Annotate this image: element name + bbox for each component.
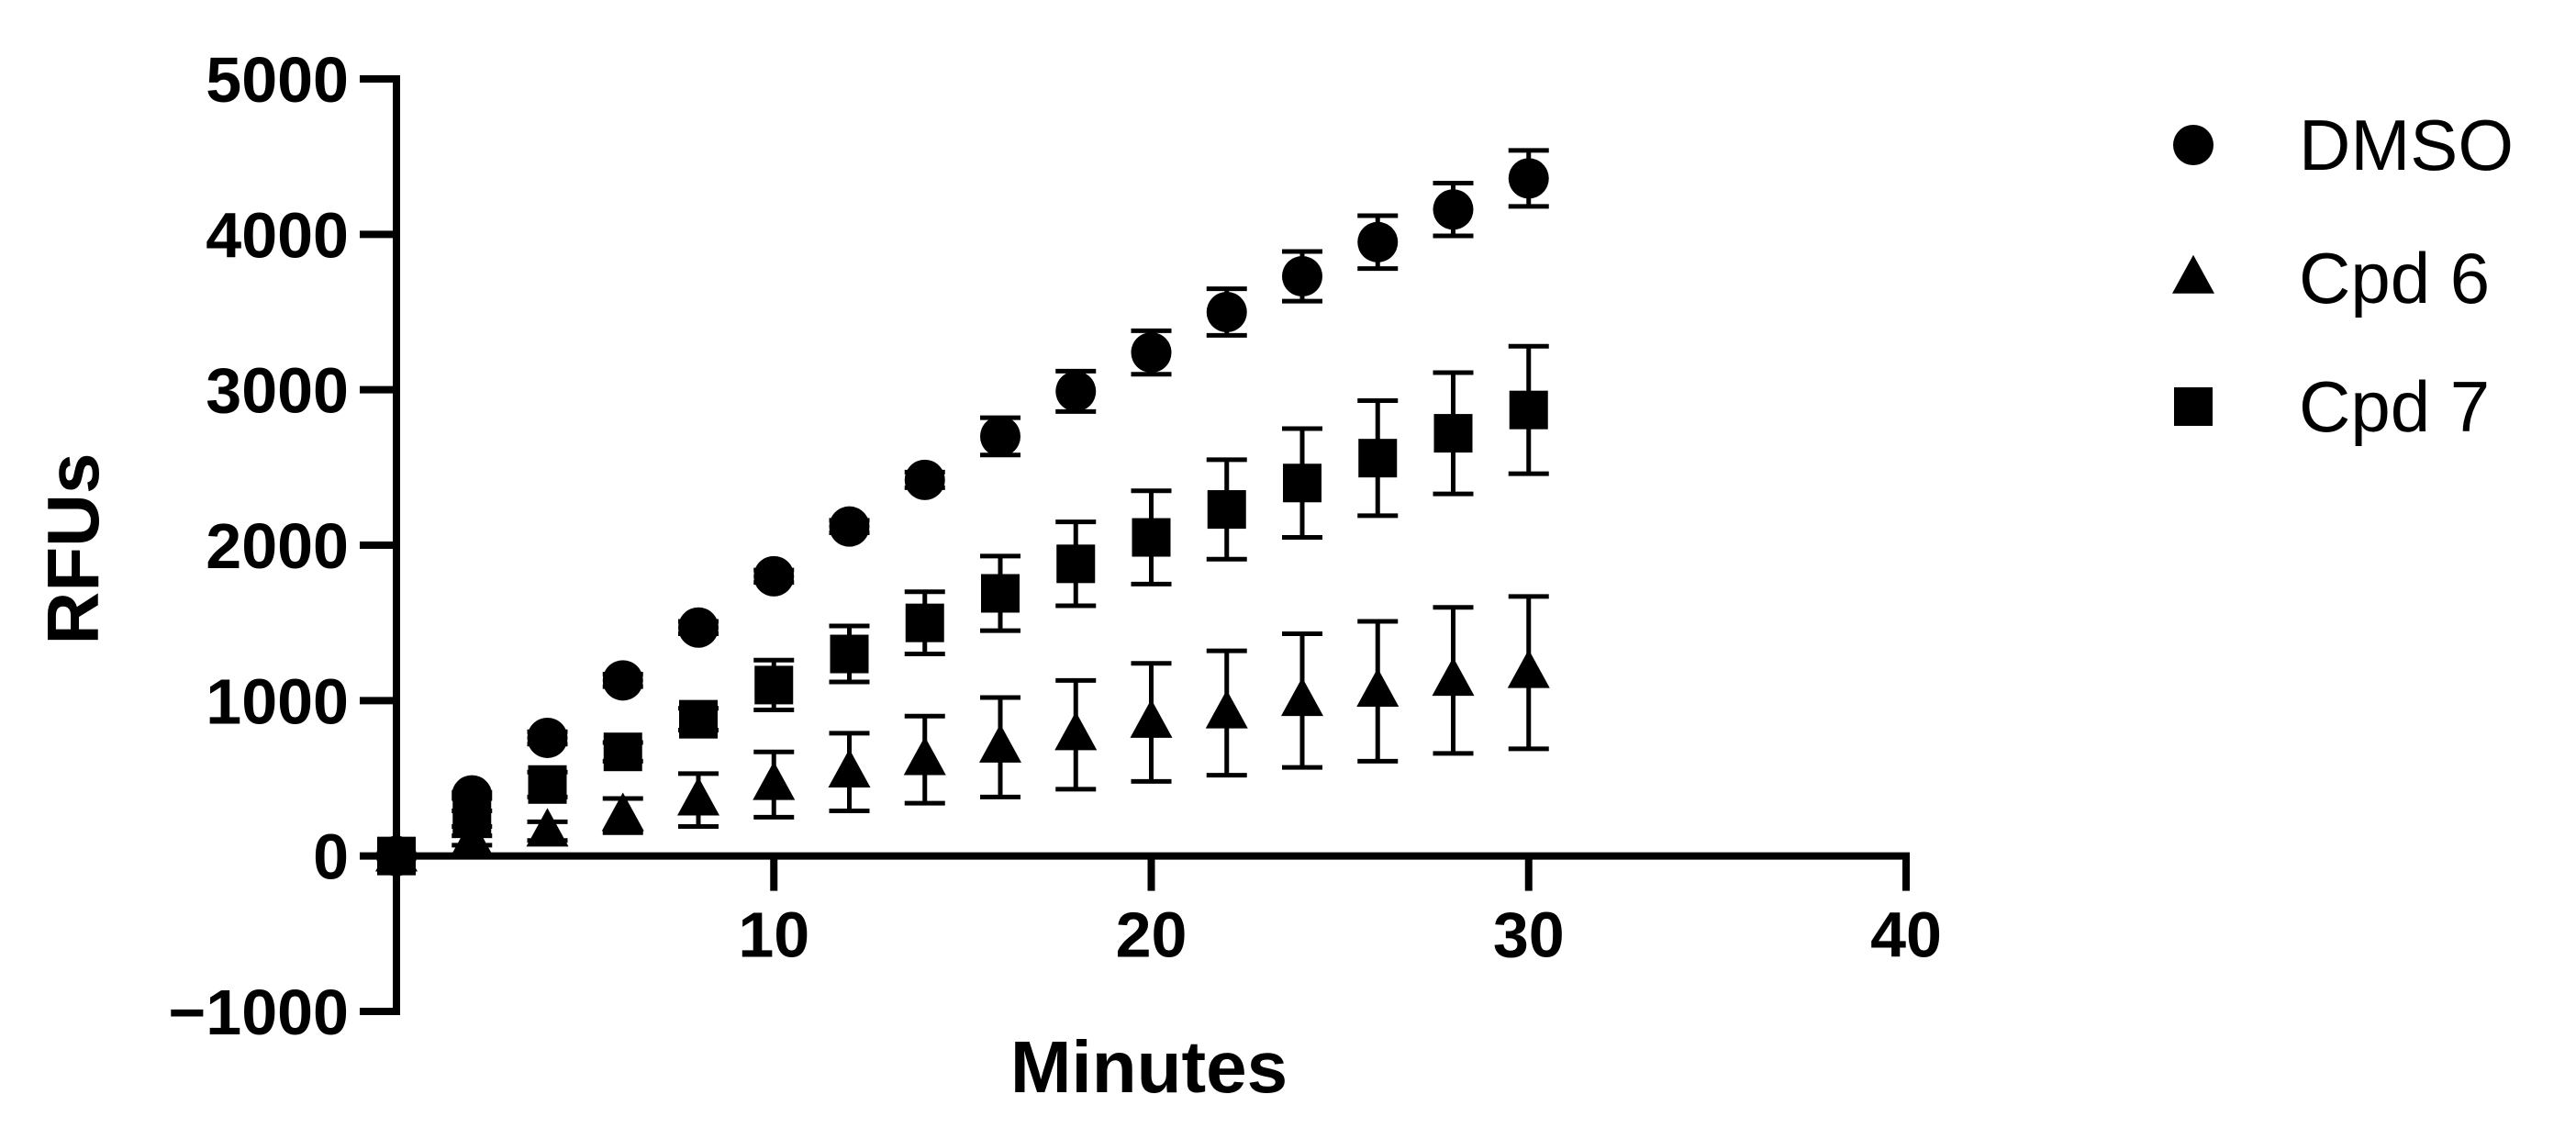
legend-item: DMSO (2173, 105, 2514, 185)
data-point (452, 775, 493, 816)
data-point (1054, 711, 1098, 751)
data-point (1282, 256, 1322, 297)
data-point (677, 776, 719, 816)
data-point (601, 792, 644, 832)
data-series (375, 148, 1550, 877)
legend-label: Cpd 7 (2299, 366, 2490, 447)
data-point (1358, 439, 1398, 478)
data-point (1131, 332, 1172, 374)
y-tick-label: 1000 (206, 665, 349, 737)
data-point (1283, 463, 1321, 503)
x-axis-title: Minutes (1010, 1026, 1288, 1108)
data-point (1509, 390, 1548, 430)
data-point (980, 416, 1020, 457)
data-point (1206, 292, 1247, 332)
data-point (905, 603, 944, 642)
data-point (1055, 371, 1097, 412)
data-point (981, 574, 1020, 613)
data-point (526, 808, 569, 847)
x-axis-ticks: 10 20 30 40 (738, 855, 1942, 971)
data-point (1508, 158, 1549, 199)
data-point (1281, 677, 1323, 717)
series-cpd-7 (377, 343, 1549, 876)
data-point (1507, 649, 1550, 688)
data-point (1357, 221, 1399, 262)
x-tick-label: 20 (1116, 899, 1188, 971)
data-point (527, 717, 568, 758)
y-tick-label: −1000 (168, 977, 349, 1048)
data-point (376, 835, 417, 877)
data-point (1432, 657, 1475, 697)
y-tick-label: 4000 (206, 199, 349, 271)
y-tick-label: 3000 (206, 355, 349, 427)
data-point (528, 765, 567, 804)
data-point (828, 749, 871, 788)
data-point (829, 506, 870, 547)
y-tick-label: 5000 (206, 44, 349, 116)
legend: DMSO Cpd 6 Cpd 7 (2172, 105, 2514, 447)
y-tick-label: 0 (313, 821, 349, 893)
legend-marker (2172, 254, 2214, 294)
data-point (753, 555, 795, 597)
data-point (753, 761, 796, 800)
data-point (1433, 189, 1474, 230)
data-point (979, 723, 1021, 763)
data-point (1132, 518, 1171, 557)
legend-item: Cpd 7 (2174, 366, 2490, 447)
legend-item: Cpd 6 (2172, 238, 2490, 318)
series-dmso (376, 148, 1549, 877)
data-point (603, 732, 642, 772)
y-axis-title: RFUs (32, 453, 114, 645)
data-point (1356, 667, 1400, 707)
y-axis-ticks: −1000 0 1000 2000 3000 4000 5000 (168, 44, 396, 1048)
data-point (1056, 544, 1096, 584)
data-point (1433, 414, 1473, 453)
data-point (1130, 698, 1173, 738)
data-point (1205, 689, 1248, 729)
data-point (679, 699, 718, 739)
data-point (904, 459, 945, 500)
legend-label: Cpd 6 (2299, 238, 2490, 318)
x-tick-label: 30 (1493, 899, 1565, 971)
legend-marker (2174, 387, 2213, 426)
x-tick-label: 10 (738, 899, 809, 971)
data-point (754, 665, 794, 705)
data-point (903, 736, 946, 776)
data-point (678, 607, 719, 648)
legend-label: DMSO (2299, 105, 2514, 185)
data-point (602, 660, 643, 701)
legend-marker (2173, 125, 2214, 165)
data-point (1207, 490, 1246, 530)
y-tick-label: 2000 (206, 510, 349, 582)
x-tick-label: 40 (1870, 899, 1942, 971)
data-point (830, 634, 869, 674)
